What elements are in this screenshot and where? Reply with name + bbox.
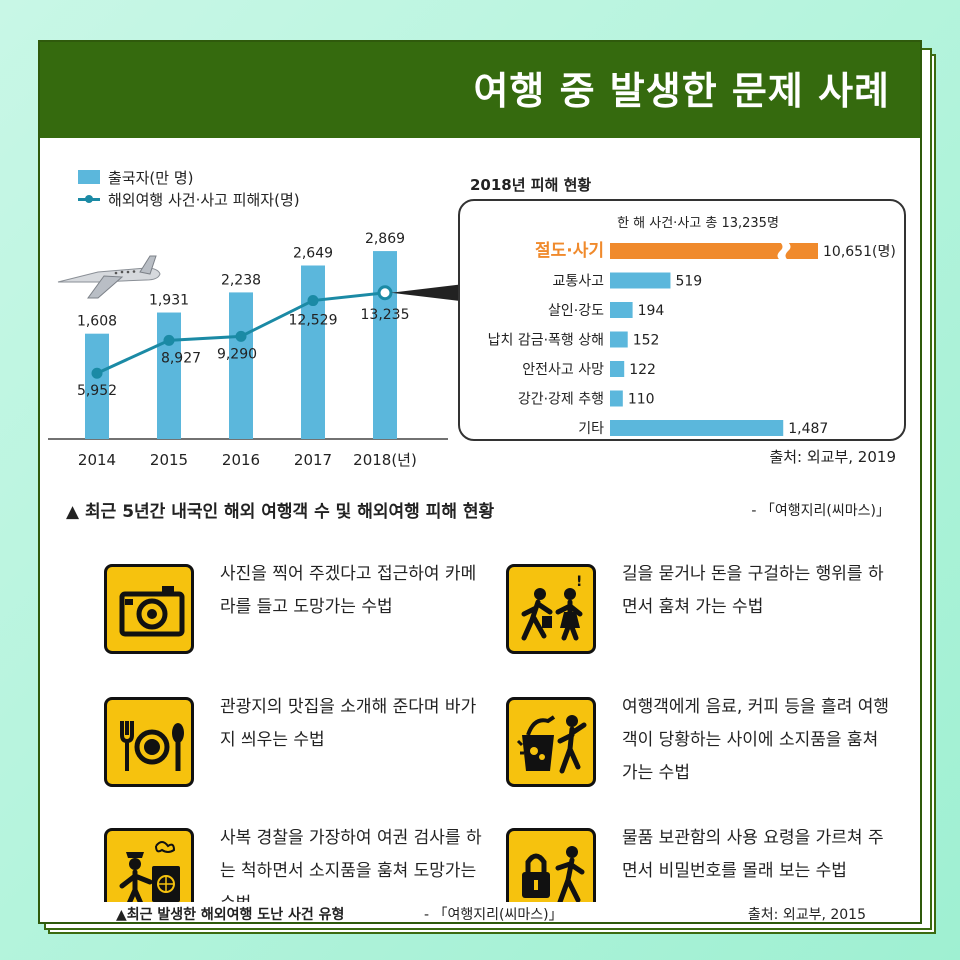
line-value-label: 13,235 [361, 307, 410, 323]
category-label: 납치 감금·폭행 상해 [488, 333, 604, 349]
axis-break-mark [777, 242, 791, 260]
legend-line-label: 해외여행 사건·사고 피해자(명) [108, 190, 300, 209]
method-text: 물품 보관함의 사용 요령을 가르쳐 주면서 비밀번호를 몰래 보는 수법 [622, 828, 884, 881]
svg-text:!: ! [576, 574, 582, 590]
bar-value-label: 2,649 [293, 245, 333, 261]
method-item-spill: 여행객에게 음료, 커피 등을 흘려 여행객이 당황하는 사이에 소지품을 훔쳐… [506, 697, 906, 807]
method-text: 사진을 찍어 주겠다고 접근하여 카메라를 들고 도망가는 수법 [220, 564, 477, 617]
callout-pointer [391, 284, 458, 301]
line-value-label: 5,952 [77, 383, 117, 399]
chart-legend: 출국자(만 명) 해외여행 사건·사고 피해자(명) [78, 166, 300, 210]
x-tick-label: 2018(년) [353, 451, 417, 469]
departures-victims-chart: 1,608 2014 1,931 2015 2,238 2016 2,649 2017 2,86… [48, 231, 458, 469]
bar-value-label: 194 [638, 303, 665, 319]
restaurant-icon [104, 697, 194, 787]
legend-item-departures: 출국자(만 명) [78, 166, 300, 188]
victims-point [377, 285, 393, 301]
victims-point [235, 330, 247, 342]
damage-bar [610, 272, 671, 289]
airplane-icon [57, 255, 161, 299]
method-item-restaurant: 관광지의 맛집을 소개해 준다며 바가지 씌우는 수법 [104, 697, 504, 807]
category-label: 강간·강제 추행 [518, 392, 604, 408]
bar-value-label: 1,931 [149, 293, 189, 309]
departure-bar [301, 265, 325, 439]
methods-caption-source: - 「여행지리(씨마스)」 [424, 907, 563, 923]
bar-value-label: 152 [633, 333, 660, 349]
category-label: 교통사고 [552, 274, 604, 290]
method-text: 여행객에게 음료, 커피 등을 흘려 여행객이 당황하는 사이에 소지품을 훔쳐… [622, 697, 890, 783]
damage-bar [610, 331, 628, 348]
camera-icon [104, 564, 194, 654]
footer-bar: ▲최근 발생한 해외여행 도난 사건 유형 - 「여행지리(씨마스)」 출처: … [100, 902, 868, 923]
bar-value-label: 519 [675, 274, 702, 290]
legend-line-swatch [78, 194, 100, 203]
bar-value-label: 2,238 [221, 272, 261, 288]
detail-chart-subtitle: 한 해 사건·사고 총 13,235명 [617, 216, 779, 231]
damage-bar [610, 420, 784, 436]
legend-item-victims: 해외여행 사건·사고 피해자(명) [78, 188, 300, 210]
chart-caption: ▲ 최근 5년간 내국인 해외 여행객 수 및 해외여행 피해 현황 [66, 502, 495, 522]
page-title: 여행 중 발생한 문제 사례 [473, 69, 890, 113]
bar-value-label: 122 [629, 362, 656, 378]
x-tick-label: 2017 [294, 451, 332, 469]
victims-point [91, 367, 103, 379]
methods-caption: ▲최근 발생한 해외여행 도난 사건 유형 [116, 907, 345, 923]
departure-bar [229, 292, 253, 439]
category-label: 기타 [578, 421, 604, 437]
x-tick-label: 2014 [78, 451, 116, 469]
chart-source: 출처: 외교부, 2019 [769, 448, 896, 466]
bar-value-label: 1,487 [788, 421, 828, 437]
category-label: 살인·강도 [548, 303, 604, 319]
info-card: 여행 중 발생한 문제 사례 출국자(만 명) 해외여행 사건·사고 피해자(명… [38, 40, 922, 924]
beggar-pickpocket-icon: ! [506, 564, 596, 654]
victims-point [307, 295, 319, 307]
line-value-label: 12,529 [289, 313, 338, 329]
departure-bar [373, 251, 397, 439]
category-label: 안전사고 사망 [522, 362, 604, 378]
methods-source: 출처: 외교부, 2015 [747, 907, 866, 923]
detail-chart-title: 2018년 피해 현황 [470, 176, 592, 194]
category-label: 절도·사기 [535, 240, 604, 261]
header-banner: 여행 중 발생한 문제 사례 [40, 42, 920, 138]
line-value-label: 9,290 [217, 346, 257, 362]
spilled-drink-icon [506, 697, 596, 787]
x-tick-label: 2015 [150, 451, 188, 469]
bar-value-label: 110 [628, 392, 655, 408]
departure-bar [85, 333, 109, 439]
victims-point [163, 334, 175, 346]
departure-bar [157, 312, 181, 439]
method-text: 길을 묻거나 돈을 구걸하는 행위를 하면서 훔쳐 가는 수법 [622, 564, 884, 617]
bar-value-label: 1,608 [77, 314, 117, 330]
theft-fraud-bar [610, 243, 818, 259]
x-tick-label: 2016 [222, 451, 260, 469]
damage-bar [610, 302, 633, 318]
bar-value-label: 10,651(명) [823, 244, 896, 260]
method-item-beggar: ! 길을 묻거나 돈을 구걸하는 행위를 하면서 훔쳐 가는 수법 [506, 564, 906, 674]
damage-bar [610, 361, 625, 377]
method-item-camera: 사진을 찍어 주겠다고 접근하여 카메라를 들고 도망가는 수법 [104, 564, 504, 674]
line-value-label: 8,927 [161, 350, 201, 366]
legend-bar-swatch [78, 170, 100, 184]
chart-caption-source: - 「여행지리(씨마스)」 [751, 503, 890, 519]
damage-bar [610, 390, 623, 407]
bar-value-label: 2,869 [365, 231, 405, 247]
legend-bar-label: 출국자(만 명) [108, 168, 194, 187]
method-text: 관광지의 맛집을 소개해 준다며 바가지 씌우는 수법 [220, 697, 477, 750]
